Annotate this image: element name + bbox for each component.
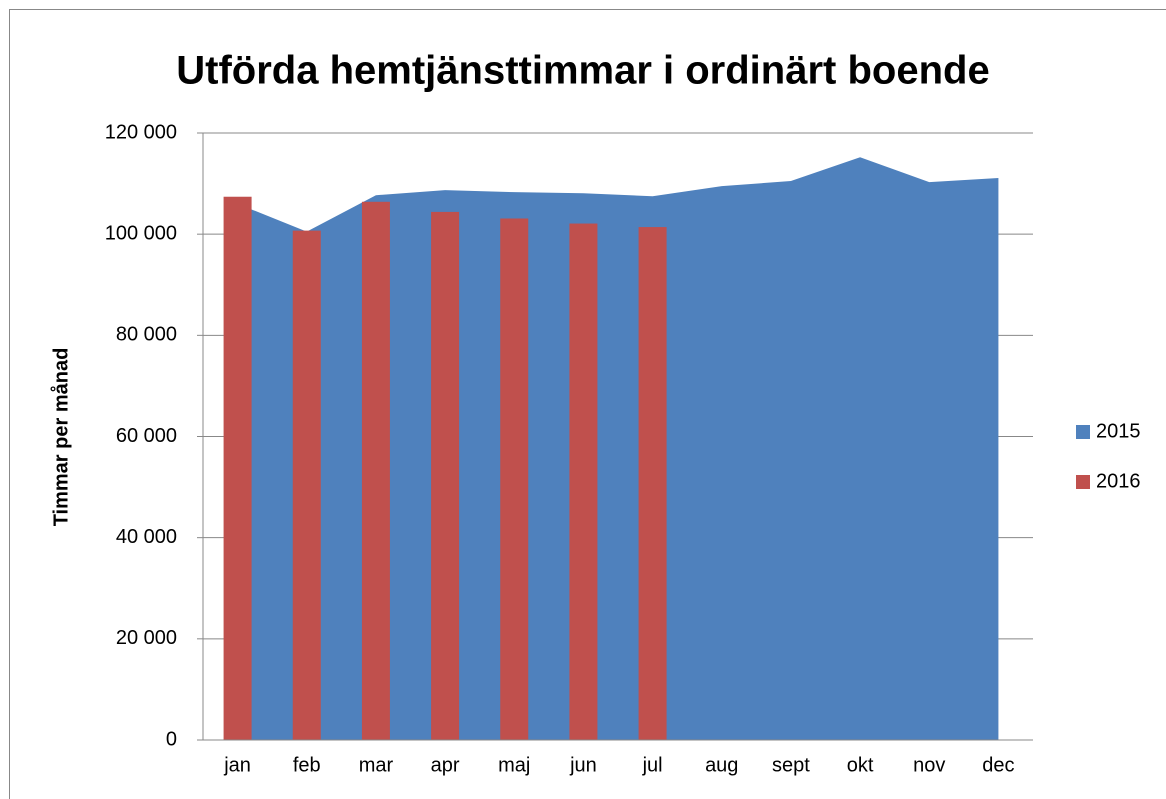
x-tick-label: maj xyxy=(498,754,530,776)
y-tick-label: 20 000 xyxy=(116,627,177,649)
x-tick-label: aug xyxy=(705,754,738,776)
bar xyxy=(500,218,529,740)
x-tick-label: jul xyxy=(642,754,663,776)
legend-swatch xyxy=(1076,425,1090,439)
x-tick-label: apr xyxy=(431,754,460,776)
chart-title: Utförda hemtjänsttimmar i ordinärt boend… xyxy=(176,49,989,93)
x-tick-label: dec xyxy=(982,754,1014,776)
bar xyxy=(431,211,460,740)
x-tick-label: mar xyxy=(359,754,394,776)
legend-swatch xyxy=(1076,475,1090,489)
y-tick-label: 60 000 xyxy=(116,425,177,447)
area xyxy=(237,157,999,740)
legend-label: 2016 xyxy=(1096,470,1141,492)
x-tick-label: nov xyxy=(913,754,945,776)
bar xyxy=(292,230,321,740)
x-tick-label: jan xyxy=(223,754,251,776)
y-axis-title: Timmar per månad xyxy=(49,348,72,527)
bar xyxy=(361,201,390,740)
y-tick-label: 100 000 xyxy=(105,222,177,244)
x-tick-label: feb xyxy=(293,754,321,776)
legend-label: 2015 xyxy=(1096,420,1141,442)
x-tick-label: sept xyxy=(772,754,810,776)
x-tick-label: okt xyxy=(847,754,874,776)
x-tick-label: jun xyxy=(569,754,597,776)
bar xyxy=(638,227,667,740)
y-tick-label: 40 000 xyxy=(116,526,177,548)
y-tick-label: 120 000 xyxy=(105,121,177,143)
y-tick-label: 80 000 xyxy=(116,324,177,346)
bar xyxy=(223,196,252,741)
bar xyxy=(569,223,598,740)
y-tick-label: 0 xyxy=(166,728,177,750)
